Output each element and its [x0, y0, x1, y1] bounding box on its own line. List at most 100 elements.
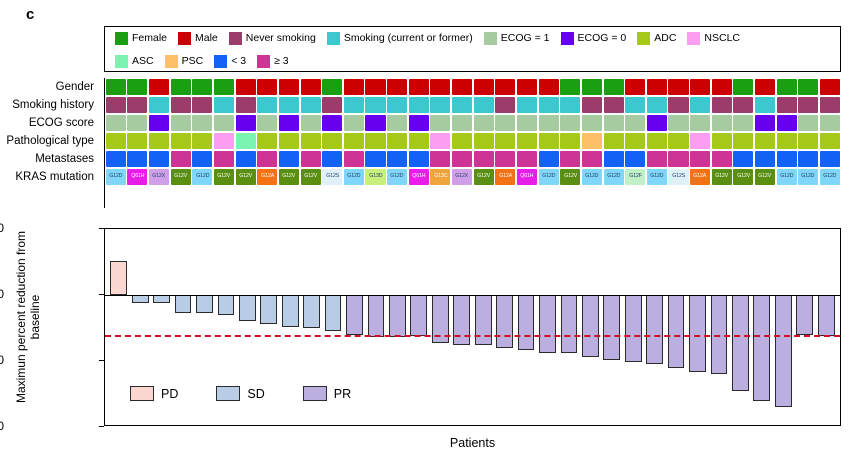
kras-mutation-label: G12A [260, 173, 274, 180]
legend-swatch-icon [637, 32, 651, 45]
heatmap-cell [711, 97, 732, 113]
heatmap-cell [538, 115, 559, 131]
heatmap-cell [495, 79, 516, 95]
heatmap-cell [581, 79, 602, 95]
heatmap-cell [625, 79, 646, 95]
bar-slot [665, 229, 686, 425]
legend-item-never-smoking: Never smoking [228, 32, 316, 45]
heatmap-cell [538, 151, 559, 167]
heatmap-cell [387, 115, 408, 131]
response-legend-item-sd: SD [216, 386, 265, 401]
heatmap-cell [214, 79, 235, 95]
kras-mutation-label: G12V [758, 173, 772, 180]
kras-mutation-cell: G12S [668, 169, 689, 185]
heatmap-cell [170, 133, 191, 149]
waterfall-bar [624, 295, 642, 363]
heatmap-cell [473, 97, 494, 113]
kras-mutation-label: Q61H [520, 173, 534, 180]
heatmap-row-gender [105, 78, 841, 96]
heatmap-cell [452, 79, 473, 95]
legend-item-smoking-current-or-former: Smoking (current or former) [326, 32, 473, 45]
waterfall-bar [303, 295, 320, 328]
kras-mutation-cell: G12D [798, 169, 819, 185]
legend-item-psc: PSC [164, 55, 203, 68]
bar-slot [773, 229, 794, 425]
heatmap-cell [776, 97, 797, 113]
heatmap-cell [733, 151, 754, 167]
legend-label: Female [132, 32, 168, 45]
heatmap-cell [408, 115, 429, 131]
response-legend-label: SD [247, 386, 265, 401]
response-legend-swatch-icon [216, 386, 241, 401]
heatmap-cell [755, 97, 776, 113]
heatmap-cell [278, 133, 299, 149]
legend-swatch-icon [687, 32, 701, 45]
heatmap-cell [105, 133, 126, 149]
response-legend-item-pd: PD [130, 386, 178, 401]
kras-mutation-cell: G12A [257, 169, 278, 185]
heatmap-cell [430, 97, 451, 113]
legend-label: Smoking (current or former) [343, 32, 473, 45]
heatmap-cell [668, 133, 689, 149]
heatmap-cell [776, 115, 797, 131]
heatmap-cell [365, 97, 386, 113]
heatmap-cell [127, 133, 148, 149]
heatmap-cell [560, 79, 581, 95]
heatmap-cell [755, 133, 776, 149]
kras-mutation-label: Q61H [412, 173, 426, 180]
kras-mutation-cell: G13C [430, 169, 451, 185]
heatmap-cell [343, 133, 364, 149]
heatmap-cell [819, 151, 840, 167]
legend-item-ecog-0: ECOG = 0 [560, 32, 626, 45]
heatmap-cell [495, 97, 516, 113]
heatmap-row-labels: Gender Smoking history ECOG score Pathologi… [0, 78, 100, 186]
waterfall-bar [324, 295, 342, 331]
heatmap-cell [473, 115, 494, 131]
heatmap-cell [755, 79, 776, 95]
kras-mutation-label: G12D [347, 173, 361, 180]
waterfall-bar [517, 295, 535, 351]
waterfall-bar [196, 295, 213, 314]
bar-slot [408, 229, 429, 425]
heatmap-cell [149, 115, 170, 131]
kras-mutation-label: G12A [693, 173, 707, 180]
heatmap-cell [192, 115, 213, 131]
heatmap-cell [733, 97, 754, 113]
waterfall-bar [689, 295, 706, 372]
heatmap-cell [603, 79, 624, 95]
heatmap-cell [278, 97, 299, 113]
kras-mutation-cell: G12D [776, 169, 797, 185]
heatmap-cell [560, 97, 581, 113]
bar-slot [494, 229, 515, 425]
heatmap-cell [755, 151, 776, 167]
kras-mutation-label: G12D [606, 173, 621, 180]
bar-slot [430, 229, 451, 425]
heatmap-cell [690, 79, 711, 95]
y-axis-tick-mark [99, 426, 104, 428]
heatmap-cell [538, 79, 559, 95]
zero-baseline [105, 295, 840, 297]
waterfall-bar [796, 295, 814, 335]
heatmap-cell [430, 133, 451, 149]
bar-slot [537, 229, 558, 425]
heatmap-cell [430, 115, 451, 131]
waterfall-bar [453, 295, 471, 346]
kras-mutation-label: G12D [390, 173, 404, 180]
heatmap-cell [235, 151, 256, 167]
bar-slot [558, 229, 579, 425]
kras-mutation-cell: G12V [711, 169, 732, 185]
legend-swatch-icon [214, 55, 228, 68]
heatmap-cell [603, 97, 624, 113]
y-axis-title-text: Maximun percent reduction from baseline [14, 230, 42, 404]
kras-mutation-cell: G12X [452, 169, 473, 185]
y-axis-tick-label: 0 [0, 287, 4, 301]
heatmap-cell [214, 115, 235, 131]
legend-swatch-icon [115, 55, 128, 68]
kras-mutation-label: G12V [304, 173, 318, 180]
heatmap-cell [798, 97, 819, 113]
kras-mutation-label: G13D [368, 173, 383, 180]
waterfall-bar [603, 295, 621, 360]
heatmap-cell [625, 97, 646, 113]
waterfall-bar [367, 295, 385, 338]
